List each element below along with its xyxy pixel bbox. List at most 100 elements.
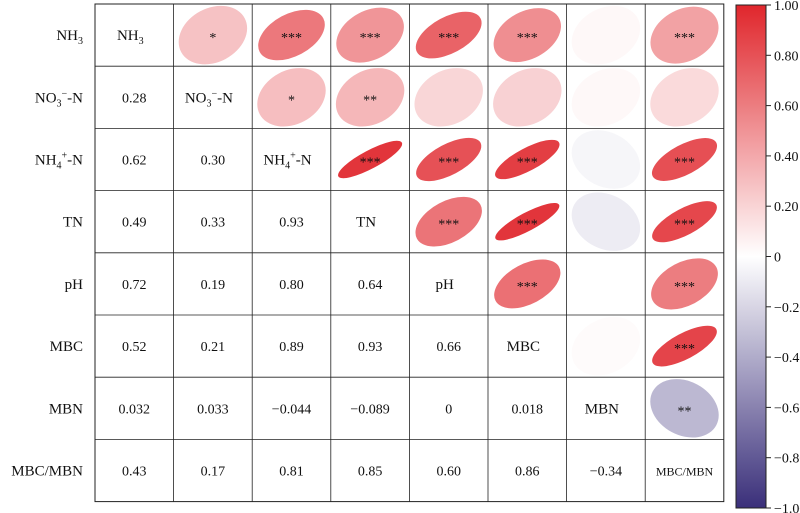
ellipse-4-5 [494,259,561,309]
diagonal-label-6: MBN [585,401,619,417]
ellipse-2-6 [571,130,641,189]
ellipse-2-5 [495,139,560,180]
colorbar-tick-label-0: 1.00 [774,0,799,14]
ellipse-1-2 [257,68,326,127]
coefficient-3-0: 0.49 [122,216,147,231]
significance-0-7: *** [674,31,695,46]
ellipse-1-4 [414,68,483,127]
significance-0-5: *** [517,31,538,46]
ellipse-3-5 [495,202,560,241]
row-label-0: NH3 [56,28,83,47]
ellipse-5-7 [652,325,717,367]
coefficient-3-1: 0.33 [201,216,226,231]
significance-1-2: * [288,93,295,108]
row-label-7: MBC/MBN [11,464,83,480]
colorbar: 1.00 0.80 0.60 0.40 0.20 0 −0.20 −0.40 −0.60 −0.8… [735,0,800,513]
diagonal-label-1: NO3−-N [185,88,233,109]
coefficient-4-1: 0.19 [201,278,226,293]
significance-0-1: * [209,31,216,46]
ellipse-1-7 [650,68,719,127]
significance-0-3: *** [360,31,381,46]
colorbar-tick-label-2: 0.60 [774,100,799,115]
diagonal-label-3: TN [356,215,376,231]
ellipse-4-7 [651,258,718,310]
colorbar-tick-label-1: 0.80 [774,49,799,64]
coefficient-7-3: 0.85 [358,465,383,480]
ellipse-0-2 [258,9,325,61]
colorbar-tick-label-8: −0.60 [774,401,800,416]
ellipse-0-7 [650,6,719,64]
row-label-4: pH [65,277,84,293]
colorbar-tick-label-3: 0.40 [774,150,799,165]
ellipse-0-6 [571,5,641,65]
ellipse-3-4 [415,196,482,247]
diagonal-label-7: MBC/MBN [656,465,714,479]
coefficient-4-2: 0.80 [279,278,304,293]
coefficient-5-0: 0.52 [122,340,147,355]
colorbar-tick-label-6: −0.20 [774,301,800,316]
ellipse-1-5 [493,68,562,127]
diagonal-label-5: MBC [507,339,540,355]
significance-4-5: *** [517,280,538,295]
significance-2-4: *** [438,156,459,171]
coefficient-4-0: 0.72 [122,278,147,293]
significance-3-4: *** [438,218,459,233]
significance-0-2: *** [281,31,302,46]
colorbar-tick-label-10: −1.00 [774,502,800,513]
ellipse-0-3 [336,7,404,63]
significance-3-5: *** [517,218,538,233]
colorbar-gradient [735,4,767,509]
ellipse-1-6 [571,68,641,127]
coefficient-4-3: 0.64 [358,278,383,293]
coefficient-7-0: 0.43 [122,465,147,480]
coefficient-2-1: 0.30 [201,154,226,169]
ellipse-0-1 [178,5,248,65]
coefficient-6-0: 0.032 [119,402,151,417]
coefficient-7-6: −0.34 [590,465,622,480]
ellipse-2-7 [651,138,718,181]
coefficient-5-1: 0.21 [201,340,226,355]
ellipse-1-3 [335,68,405,127]
coefficient-7-4: 0.60 [436,465,461,480]
coefficient-5-3: 0.93 [358,340,383,355]
coefficient-2-0: 0.62 [122,154,147,169]
ellipse-5-6 [571,316,641,376]
row-labels: NH3 NO3−-N NH4+-N TN pH MBC MBN MBC/MBN [11,28,83,479]
diagonal-label-0: NH3 [117,28,144,47]
ellipse-2-3 [338,140,403,179]
colorbar-tick-label-9: −0.80 [774,452,800,467]
significance-6-7: ** [678,404,692,419]
colorbar-tick-label-7: −0.40 [774,351,800,366]
cells: NH3 * *** *** *** *** ***0.28 NO3−-N * **0.62 0.30… [117,5,719,480]
ellipse-2-4 [416,137,482,182]
ellipse-0-5 [493,8,561,63]
coefficient-3-2: 0.93 [279,216,304,231]
coefficient-7-1: 0.17 [201,465,226,480]
ellipse-4-6 [571,254,641,314]
significance-2-3: *** [360,156,381,171]
significance-2-5: *** [517,156,538,171]
row-label-6: MBN [49,401,83,417]
significance-4-7: *** [674,280,695,295]
grid-lines [94,3,725,503]
row-label-3: TN [63,215,83,231]
coefficient-1-0: 0.28 [122,91,147,106]
coefficient-6-4: 0 [445,402,452,417]
coefficient-6-1: 0.033 [197,402,229,417]
ellipse-6-7 [650,379,719,438]
coefficient-7-2: 0.81 [279,465,304,480]
coefficient-6-2: −0.044 [272,402,311,417]
diagonal-label-2: NH4+-N [263,151,311,172]
coefficient-6-5: 0.018 [512,402,544,417]
significance-0-4: *** [438,31,459,46]
colorbar-tick-label-4: 0.20 [774,200,799,215]
significance-3-7: *** [674,218,695,233]
colorbar-tick-label-5: 0 [774,251,781,266]
significance-5-7: *** [674,342,695,357]
significance-2-7: *** [674,156,695,171]
significance-1-3: ** [363,93,377,108]
coefficient-6-3: −0.089 [350,402,389,417]
ellipse-3-7 [652,201,717,243]
coefficient-5-2: 0.89 [279,340,304,355]
